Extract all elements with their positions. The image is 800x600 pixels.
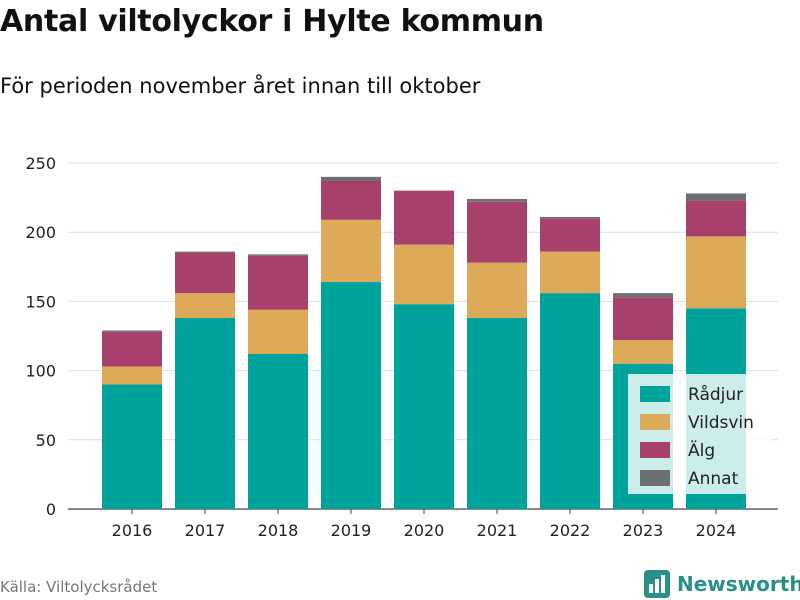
legend: Rådjur Vildsvin Älg Annat [628, 374, 772, 494]
legend-swatch [640, 414, 670, 430]
bar-segment [467, 201, 527, 263]
x-tick-label: 2019 [331, 521, 372, 540]
bar-segment [102, 384, 162, 509]
bar-segment [321, 176, 381, 181]
bar-segment [102, 331, 162, 367]
x-tick-label: 2023 [623, 521, 664, 540]
bar-segment [175, 252, 235, 294]
bar-segment [394, 244, 454, 305]
bar-segment [175, 251, 235, 253]
bar-segment [540, 216, 600, 219]
bar-segment [175, 318, 235, 509]
y-tick-label: 250 [25, 154, 56, 173]
x-tick-label: 2018 [258, 521, 299, 540]
bar-segment [613, 340, 673, 364]
bar-segment [248, 254, 308, 256]
legend-label: Annat [688, 469, 739, 489]
bar-segment [467, 262, 527, 319]
y-axis: 0 50 100 150 200 250 [25, 154, 56, 519]
chart-subtitle: För perioden november året innan till ok… [0, 74, 481, 98]
bar-segment [686, 193, 746, 201]
y-tick-label: 50 [36, 431, 56, 450]
x-axis: 2016 2017 2018 2019 2020 2021 2022 2023 2024 [112, 509, 737, 540]
bar-segment [321, 282, 381, 509]
legend-swatch [640, 470, 670, 486]
y-tick-label: 100 [25, 362, 56, 381]
bar-segment [540, 251, 600, 294]
bar-segment [613, 297, 673, 341]
y-tick-label: 0 [46, 500, 56, 519]
x-tick-label: 2020 [404, 521, 445, 540]
source-note: Källa: Viltolycksrådet [0, 578, 158, 596]
bar-segment [613, 293, 673, 298]
bar-segment [467, 198, 527, 202]
bar-segment [540, 293, 600, 509]
bar-chart-logo-icon [644, 570, 670, 598]
x-tick-label: 2022 [550, 521, 591, 540]
bar-segment [248, 353, 308, 509]
x-tick-label: 2024 [696, 521, 737, 540]
bar-segment [102, 330, 162, 332]
bar-segment [321, 180, 381, 220]
x-tick-label: 2017 [185, 521, 226, 540]
bar-segment [102, 366, 162, 385]
bar-segment [394, 304, 454, 509]
y-tick-label: 200 [25, 223, 56, 242]
y-tick-label: 150 [25, 292, 56, 311]
brand-name: Newsworthy [677, 572, 800, 596]
legend-swatch [640, 442, 670, 458]
stacked-bar-chart: 0 50 100 150 200 250 2016 2017 2018 2019 2020 2021… [25, 154, 778, 540]
bar-segment [686, 236, 746, 309]
legend-label: Älg [688, 440, 715, 461]
legend-label: Rådjur [688, 384, 743, 405]
brand-logo[interactable]: Newsworthy [644, 569, 800, 599]
legend-swatch [640, 386, 670, 402]
bar-segment [686, 200, 746, 237]
bar-segment [540, 218, 600, 252]
bar-segment [248, 255, 308, 310]
legend-label: Vildsvin [688, 413, 754, 433]
bar-segment [467, 318, 527, 509]
bar-segment [175, 293, 235, 319]
x-tick-label: 2021 [477, 521, 518, 540]
bar-segment [394, 190, 454, 245]
bar-segment [321, 219, 381, 283]
bar-segment [248, 309, 308, 354]
chart-title: Antal viltolyckor i Hylte kommun [0, 4, 544, 39]
x-tick-label: 2016 [112, 521, 153, 540]
